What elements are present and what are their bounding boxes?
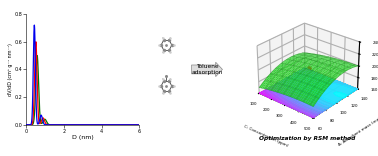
X-axis label: C: Concentration (ppm): C: Concentration (ppm) <box>243 125 288 148</box>
Text: Toluene
adsorption: Toluene adsorption <box>191 64 223 75</box>
Y-axis label: dV/dD (cm³ g⁻¹ nm⁻¹): dV/dD (cm³ g⁻¹ nm⁻¹) <box>8 43 13 96</box>
FancyArrow shape <box>192 62 222 77</box>
X-axis label: D (nm): D (nm) <box>72 135 94 140</box>
Y-axis label: A: Adsorbent mass (mg): A: Adsorbent mass (mg) <box>338 117 378 147</box>
Text: Optimization by RSM method: Optimization by RSM method <box>259 136 355 141</box>
